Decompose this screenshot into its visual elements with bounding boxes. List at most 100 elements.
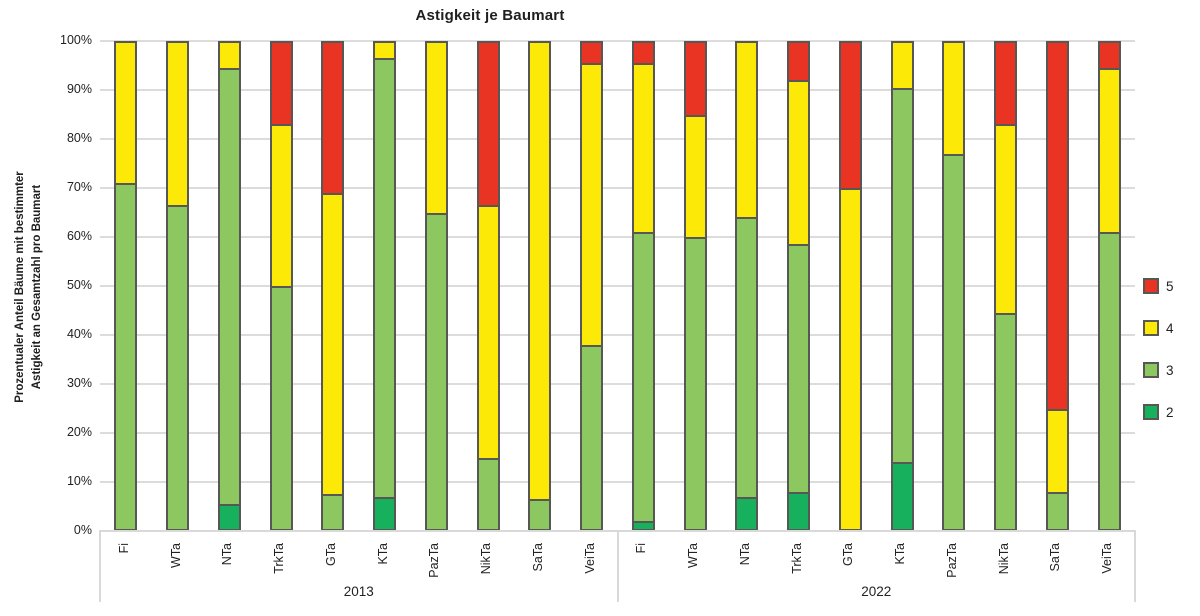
gridline [100, 334, 1135, 336]
bar-segment-4 [890, 41, 914, 90]
bar-segment-4 [735, 41, 759, 220]
bar-2022-VeiTa [1097, 41, 1121, 531]
bar-segment-3 [269, 286, 293, 531]
bar-segment-4 [1045, 408, 1069, 494]
group-divider [616, 531, 619, 602]
bar-segment-5 [1045, 41, 1069, 411]
bar-segment-4 [373, 41, 397, 61]
legend-swatch-5 [1143, 278, 1159, 294]
x-tick-label: Fi [116, 543, 131, 554]
legend-label: 2 [1166, 404, 1174, 420]
bar-segment-3 [1045, 491, 1069, 531]
bar-2022-NTa [735, 41, 759, 531]
bar-2013-NTa [217, 41, 241, 531]
legend-item-4: 4 [1143, 320, 1174, 336]
bar-segment-4 [838, 188, 862, 531]
bar-segment-2 [787, 491, 811, 531]
y-tick-label: 10% [66, 474, 92, 488]
bar-segment-4 [580, 63, 604, 347]
group-divider [99, 531, 101, 602]
bar-2013-KTa [373, 41, 397, 531]
x-tick-label: SaTa [530, 543, 545, 572]
bar-segment-3 [942, 153, 966, 531]
bar-segment-2 [217, 504, 241, 531]
bar-segment-5 [838, 41, 862, 190]
bar-2013-VeiTa [580, 41, 604, 531]
bar-segment-4 [476, 205, 500, 460]
bar-segment-5 [476, 41, 500, 208]
bar-segment-3 [166, 205, 190, 531]
y-tick-label: 40% [66, 327, 92, 341]
bar-segment-4 [269, 124, 293, 288]
gridline [100, 89, 1135, 91]
bar-segment-2 [890, 462, 914, 531]
bar-segment-4 [942, 41, 966, 156]
x-tick-label: WTa [686, 543, 701, 568]
x-tick-label: NTa [737, 543, 752, 566]
y-tick-label: 90% [66, 82, 92, 96]
bar-segment-4 [1097, 67, 1121, 235]
x-tick-label: GTa [841, 543, 856, 566]
legend-item-2: 2 [1143, 404, 1174, 420]
gridline [100, 138, 1135, 140]
bar-2013-NikTa [476, 41, 500, 531]
bar-segment-3 [631, 232, 655, 524]
legend-label: 3 [1166, 362, 1174, 378]
gridline [100, 236, 1135, 238]
bar-segment-4 [787, 80, 811, 247]
bar-segment-4 [683, 114, 707, 239]
bar-segment-3 [424, 212, 448, 531]
y-tick-label: 30% [66, 376, 92, 390]
x-tick-label: KTa [375, 543, 390, 565]
bar-segment-5 [994, 41, 1018, 127]
bar-segment-3 [994, 312, 1018, 531]
bar-segment-4 [631, 63, 655, 235]
bar-segment-4 [424, 41, 448, 215]
bar-2022-PazTa [942, 41, 966, 531]
bar-2022-WTa [683, 41, 707, 531]
x-tick-label: GTa [323, 543, 338, 566]
x-tick-label: VeiTa [582, 543, 597, 574]
gridline [100, 285, 1135, 287]
chart-title: Astigkeit je Baumart [415, 7, 565, 24]
bar-2013-PazTa [424, 41, 448, 531]
x-tick-label: TrkTa [272, 543, 287, 574]
gridline [100, 481, 1135, 483]
bar-segment-3 [1097, 232, 1121, 531]
y-tick-label: 50% [66, 278, 92, 292]
bar-segment-5 [269, 41, 293, 127]
plot-area [100, 40, 1135, 531]
group-label: 2013 [343, 584, 374, 599]
legend-swatch-2 [1143, 404, 1159, 420]
gridline [100, 383, 1135, 385]
gridline [100, 432, 1135, 434]
bar-2022-SaTa [1045, 41, 1069, 531]
bar-segment-4 [528, 41, 552, 502]
group-label: 2022 [861, 584, 892, 599]
bar-segment-2 [373, 496, 397, 531]
x-tick-label: TrkTa [789, 543, 804, 574]
bar-2022-Fi [631, 41, 655, 531]
bar-segment-4 [994, 124, 1018, 315]
bar-segment-3 [528, 499, 552, 531]
bar-segment-3 [373, 58, 397, 499]
bar-segment-4 [321, 192, 345, 497]
x-tick-label: WTa [168, 543, 183, 568]
bar-segment-3 [217, 67, 241, 507]
legend-swatch-3 [1143, 362, 1159, 378]
legend-item-3: 3 [1143, 362, 1174, 378]
group-divider [1134, 531, 1136, 602]
bar-segment-5 [631, 41, 655, 66]
x-tick-label: VeiTa [1100, 543, 1115, 574]
bar-segment-3 [787, 244, 811, 494]
x-tick-label: NikTa [479, 543, 494, 575]
y-tick-label: 70% [66, 180, 92, 194]
bar-segment-3 [114, 183, 138, 531]
legend-label: 5 [1166, 278, 1174, 294]
gridline [100, 40, 1135, 42]
y-axis-ticks: 100% 90% 80% 70% 60% 50% 40% 30% 20% 10% 0% [0, 33, 92, 537]
y-tick-label: 60% [66, 229, 92, 243]
x-tick-label: SaTa [1048, 543, 1063, 572]
gridline [100, 187, 1135, 189]
